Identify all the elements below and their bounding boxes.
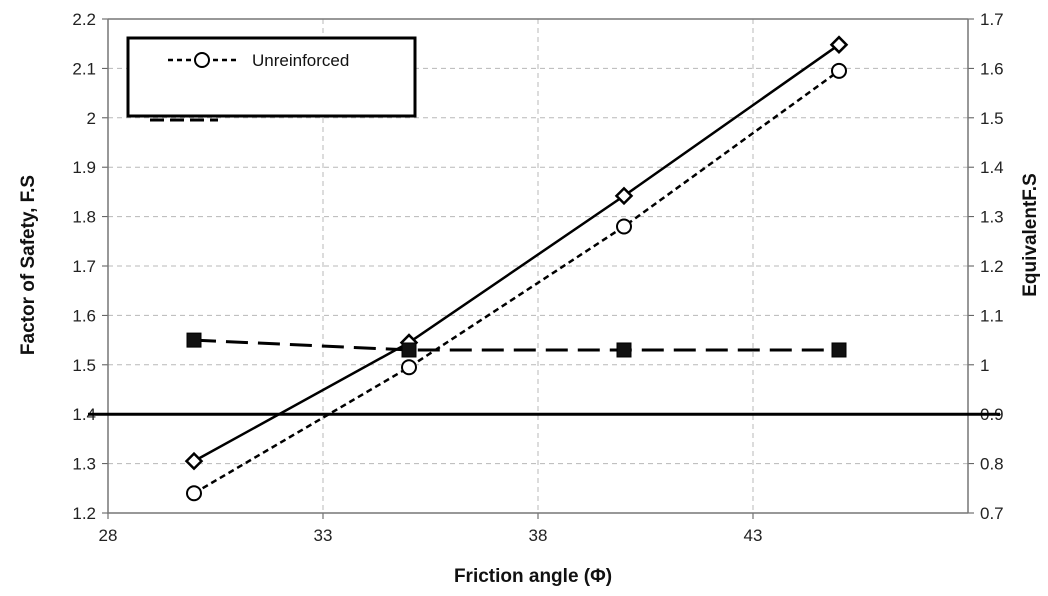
legend-swatch-marker bbox=[194, 52, 210, 68]
x-axis-title: Friction angle (Φ) bbox=[454, 566, 612, 587]
x-tick-label: 28 bbox=[99, 526, 118, 545]
series-layer bbox=[88, 35, 1000, 502]
y2-axis-title: EquivalentF.S bbox=[1020, 173, 1041, 297]
y-axis-title: Factor of Safety, F.S bbox=[18, 175, 39, 355]
data-point-diamond bbox=[184, 451, 204, 471]
axes: 1.21.31.41.51.61.71.81.922.12.20.70.80.9… bbox=[72, 10, 1003, 545]
series-line-0 bbox=[193, 69, 840, 495]
legend-label-unreinforced: Unreinforced bbox=[252, 51, 349, 70]
series-line-1 bbox=[193, 43, 840, 463]
y-tick-label: 1.6 bbox=[72, 306, 96, 325]
data-point-circle bbox=[186, 485, 202, 502]
x-tick-label: 33 bbox=[314, 526, 333, 545]
data-point-square bbox=[831, 342, 847, 358]
y2-tick-label: 1 bbox=[980, 356, 989, 375]
y-tick-label: 2.1 bbox=[72, 59, 96, 78]
y-tick-label: 1.5 bbox=[72, 356, 96, 375]
y2-tick-label: 1.3 bbox=[980, 208, 1004, 227]
y2-tick-label: 0.8 bbox=[980, 455, 1004, 474]
data-point-circle bbox=[401, 359, 417, 376]
data-point-square bbox=[616, 342, 632, 358]
y2-tick-label: 1.1 bbox=[980, 306, 1004, 325]
series-line-2 bbox=[193, 338, 839, 352]
x-tick-label: 43 bbox=[744, 526, 763, 545]
y-tick-label: 2.2 bbox=[72, 10, 96, 29]
y2-tick-label: 1.4 bbox=[980, 158, 1004, 177]
data-point-square bbox=[401, 342, 417, 358]
data-point-diamond bbox=[829, 35, 849, 54]
y-tick-label: 1.8 bbox=[72, 208, 96, 227]
x-tick-label: 38 bbox=[529, 526, 548, 545]
y-tick-label: 1.3 bbox=[72, 455, 96, 474]
y-tick-label: 1.4 bbox=[72, 405, 96, 424]
y2-tick-label: 1.2 bbox=[980, 257, 1004, 276]
legend: Unreinforced bbox=[126, 36, 417, 122]
y-tick-label: 2 bbox=[87, 109, 96, 128]
y-tick-label: 1.7 bbox=[72, 257, 96, 276]
legend-box bbox=[126, 36, 417, 118]
y-tick-label: 1.2 bbox=[72, 504, 96, 523]
y2-tick-label: 1.6 bbox=[980, 59, 1004, 78]
data-point-square bbox=[186, 332, 202, 348]
y2-tick-label: 0.7 bbox=[980, 504, 1004, 523]
y2-tick-label: 1.5 bbox=[980, 109, 1004, 128]
data-point-diamond bbox=[614, 186, 634, 206]
data-point-circle bbox=[616, 218, 632, 235]
y-tick-label: 1.9 bbox=[72, 158, 96, 177]
y2-tick-label: 1.7 bbox=[980, 10, 1004, 29]
data-point-circle bbox=[831, 62, 847, 79]
